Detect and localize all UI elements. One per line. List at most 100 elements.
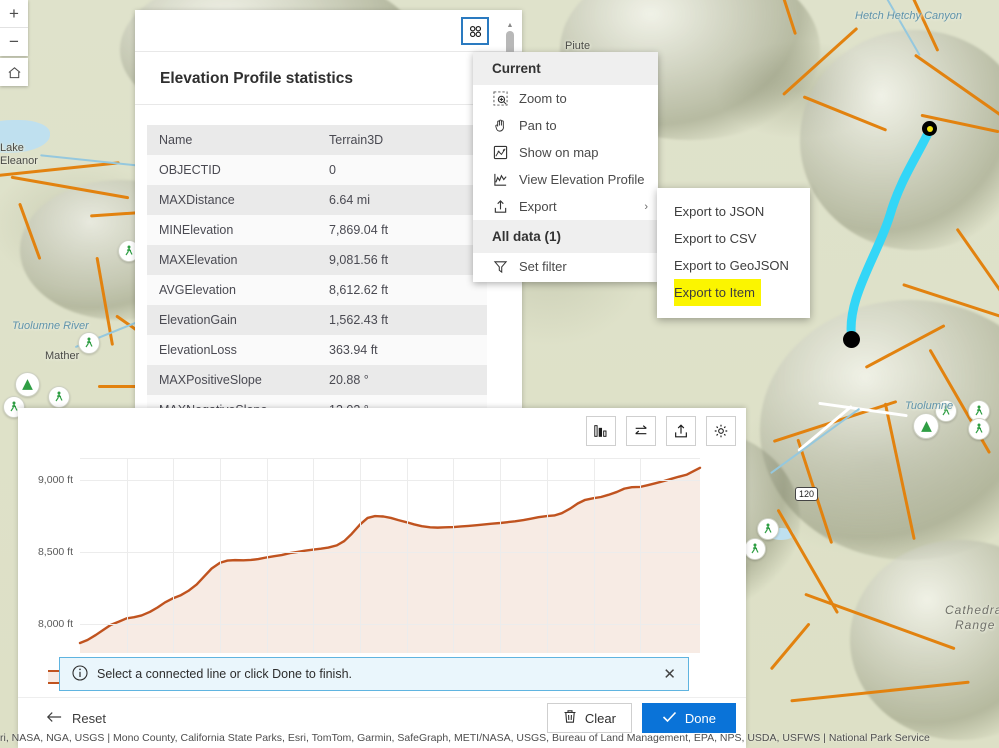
submenu-item[interactable]: Export to JSON (674, 204, 765, 219)
panel-toolbar: ▲ (135, 10, 522, 83)
done-label: Done (684, 710, 716, 726)
menu-item-view-elevation-profile[interactable]: View Elevation Profile (473, 166, 658, 193)
hiker-poi-icon[interactable] (757, 518, 779, 540)
export-chart-button[interactable] (666, 416, 696, 446)
chart-gridline (126, 458, 128, 653)
elevation-profile-icon (492, 172, 509, 187)
road-line (956, 227, 999, 295)
pan-to-icon (492, 118, 509, 133)
menu-item-label: Set filter (519, 259, 567, 274)
submenu-item[interactable]: Export to Item (674, 279, 761, 306)
hiker-poi-icon[interactable] (968, 418, 990, 440)
table-row[interactable]: OBJECTID 0 (147, 155, 510, 185)
table-cell-value: 7,869.04 ft (317, 215, 487, 245)
hiker-poi-icon[interactable] (744, 538, 766, 560)
scroll-up-arrow[interactable]: ▲ (506, 22, 514, 29)
hiker-poi-icon[interactable] (935, 400, 957, 422)
road-line (0, 161, 120, 178)
chart-gridline (313, 458, 315, 653)
table-row[interactable]: Name Terrain3D (147, 125, 510, 155)
hiker-poi-icon[interactable] (78, 332, 100, 354)
campground-poi-icon[interactable] (15, 372, 40, 397)
highway-shield-120: 120 (795, 487, 819, 501)
menu-item-export[interactable]: Export › (473, 193, 658, 220)
bar-chart-button[interactable] (586, 416, 616, 446)
menu-section-all-data: All data (1) (473, 220, 658, 253)
table-row[interactable]: AVGElevation 8,612.62 ft (147, 275, 510, 305)
chart-bottom-bar: Reset Clear Done (18, 697, 746, 738)
chevron-right-icon: › (644, 200, 648, 213)
done-button[interactable]: Done (641, 703, 736, 733)
table-row[interactable]: MAXElevation 9,081.56 ft (147, 245, 510, 275)
chart-gridline (80, 551, 700, 553)
notification-text: Select a connected line or click Done to… (97, 667, 352, 681)
statistics-table: Name Terrain3D OBJECTID 0 MAXDistance 6.64 mi… (135, 105, 522, 425)
clear-button[interactable]: Clear (546, 703, 632, 733)
table-row[interactable]: ElevationGain 1,562.43 ft (147, 305, 510, 335)
table-cell-key: OBJECTID (147, 155, 317, 185)
grid-view-button[interactable] (461, 17, 489, 45)
menu-item-label: Zoom to (519, 91, 567, 106)
table-cell-value: 363.94 ft (317, 335, 487, 365)
menu-item-label: Show on map (519, 145, 599, 160)
reset-button[interactable]: Reset (46, 711, 106, 726)
route-start-marker[interactable] (843, 331, 860, 348)
chart-y-tick-label: 8,500 ft (37, 545, 73, 558)
zoom-out-button[interactable]: − (0, 28, 28, 56)
filter-icon (492, 259, 509, 274)
grid-view-icon (469, 25, 481, 37)
chart-gridline (80, 624, 700, 626)
chart-toolbar (586, 416, 736, 446)
table-row[interactable]: MINElevation 7,869.04 ft (147, 215, 510, 245)
export-chart-icon (675, 424, 687, 438)
submenu-item[interactable]: Export to CSV (674, 231, 757, 246)
menu-item-zoom-to[interactable]: Zoom to (473, 85, 658, 112)
chart-gridline (80, 479, 700, 481)
table-row[interactable]: ElevationLoss 363.94 ft (147, 335, 510, 365)
lake-polygon (0, 120, 50, 153)
road-line (769, 622, 811, 671)
menu-item-show-on-map[interactable]: Show on map (473, 139, 658, 166)
chart-gridline (453, 458, 455, 653)
table-row[interactable]: MAXDistance 6.64 mi (147, 185, 510, 215)
home-icon (8, 66, 20, 78)
chart-gridline (80, 458, 700, 459)
table-cell-key: ElevationGain (147, 305, 317, 335)
elevation-chart-plot[interactable]: 0.5 mi1 mi1.5 mi2 mi2.5 mi3 mi3.5 mi4 mi… (38, 458, 702, 669)
chart-area-fill (80, 467, 700, 653)
map-attribution: ri, NASA, NGA, USGS | Mono County, Calif… (0, 732, 930, 744)
zoom-in-button[interactable]: + (0, 0, 28, 28)
menu-item-pan-to[interactable]: Pan to (473, 112, 658, 139)
context-menu[interactable]: Current Zoom to Pan to Show on map View … (473, 52, 658, 282)
table-cell-key: MINElevation (147, 215, 317, 245)
route-end-marker[interactable] (922, 121, 937, 136)
show-on-map-icon (492, 145, 509, 160)
table-cell-key: AVGElevation (147, 275, 317, 305)
hiker-poi-icon[interactable] (48, 386, 70, 408)
table-cell-value: 6.64 mi (317, 185, 487, 215)
map-zoom-controls[interactable]: + − (0, 0, 28, 56)
flip-axes-button[interactable] (626, 416, 656, 446)
elevation-statistics-panel: ▲ Elevation Profile statistics Name Terra… (135, 10, 522, 425)
chart-gridline (406, 458, 408, 653)
table-cell-value: 9,081.56 ft (317, 245, 487, 275)
menu-item-label: Export (519, 199, 557, 214)
menu-section-current: Current (473, 52, 658, 85)
map-home-button[interactable] (0, 58, 28, 86)
hiker-poi-icon[interactable] (118, 240, 140, 262)
export-submenu[interactable]: Export to JSON Export to CSV Export to Geo… (657, 188, 810, 318)
road-line (98, 385, 168, 388)
table-row[interactable]: MAXPositiveSlope 20.88 ° (147, 365, 510, 395)
campground-poi-icon[interactable] (913, 413, 939, 439)
settings-button[interactable] (706, 416, 736, 446)
check-icon (662, 711, 677, 726)
bottom-bar-actions: Clear Done (546, 703, 736, 733)
reset-label: Reset (72, 710, 106, 726)
elevation-profile-chart-panel: 0.5 mi1 mi1.5 mi2 mi2.5 mi3 mi3.5 mi4 mi… (18, 408, 746, 748)
menu-item-set-filter[interactable]: Set filter (473, 253, 658, 280)
table-cell-value: Terrain3D (317, 125, 487, 155)
close-icon[interactable]: ✕ (663, 666, 676, 683)
submenu-item[interactable]: Export to GeoJSON (674, 258, 789, 273)
arrow-left-icon (46, 711, 62, 726)
